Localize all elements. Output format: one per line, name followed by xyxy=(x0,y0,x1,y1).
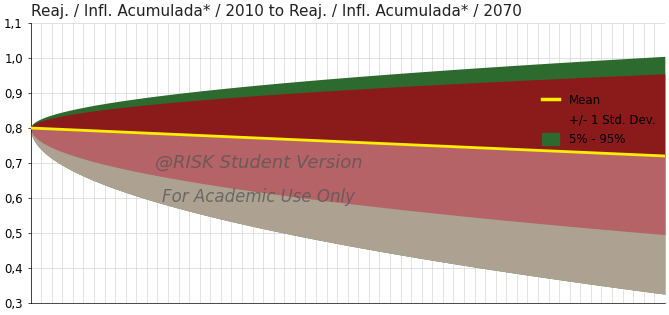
Text: For Academic Use Only: For Academic Use Only xyxy=(163,187,355,206)
Legend: Mean, +/- 1 Std. Dev., 5% - 95%: Mean, +/- 1 Std. Dev., 5% - 95% xyxy=(538,90,659,150)
Text: @RISK Student Version: @RISK Student Version xyxy=(155,154,363,172)
Text: Reaj. / Infl. Acumulada* / 2010 to Reaj. / Infl. Acumulada* / 2070: Reaj. / Infl. Acumulada* / 2010 to Reaj.… xyxy=(31,4,521,19)
